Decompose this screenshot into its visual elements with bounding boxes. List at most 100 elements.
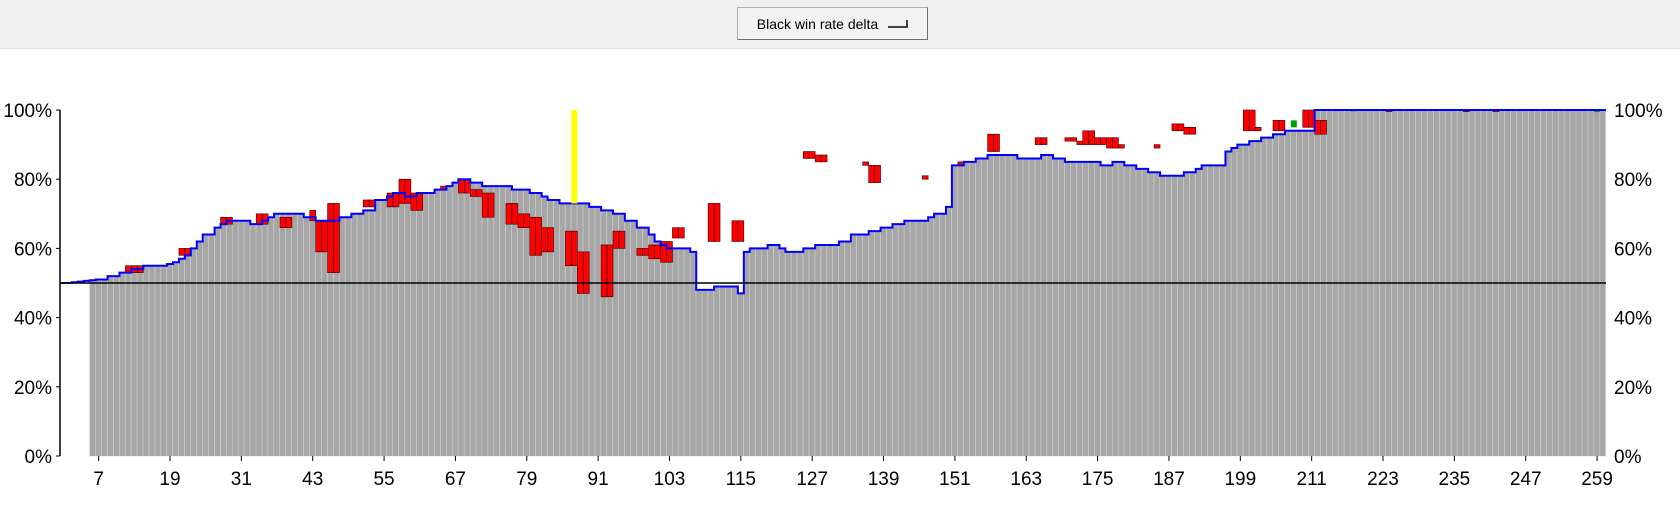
bar-move-170	[1064, 161, 1071, 457]
loss-delta-127	[808, 151, 816, 159]
bar-move-57	[392, 192, 399, 457]
loss-delta-111	[713, 203, 721, 242]
bar-move-210	[1302, 130, 1309, 457]
bar-move-168	[1052, 158, 1059, 457]
loss-delta-166	[1040, 137, 1048, 145]
x-tick-91: 91	[588, 469, 609, 490]
bar-move-197	[1225, 151, 1232, 457]
bar-move-199	[1237, 144, 1243, 457]
bar-move-70	[470, 182, 476, 457]
bar-move-51	[357, 213, 363, 457]
bar-move-131	[832, 244, 839, 457]
loss-delta-81	[535, 216, 542, 256]
loss-delta-178	[1112, 137, 1119, 149]
bar-move-24	[196, 241, 203, 457]
bar-move-204	[1266, 137, 1273, 457]
bar-move-48	[339, 217, 346, 457]
bar-move-44	[315, 220, 322, 457]
bar-move-186	[1159, 175, 1166, 457]
loss-delta-179	[1118, 144, 1125, 149]
bar-move-120	[767, 244, 774, 457]
y-tick-left-1: 20%	[14, 378, 52, 399]
loss-delta-176	[1100, 137, 1107, 145]
loss-delta-137	[868, 165, 875, 183]
bar-move-7	[95, 279, 102, 457]
bar-move-153	[963, 161, 970, 457]
bar-move-113	[725, 286, 732, 457]
loss-delta-58	[398, 178, 406, 204]
bar-move-194	[1207, 165, 1214, 457]
bar-move-141	[892, 224, 899, 457]
bar-move-142	[898, 224, 905, 457]
bar-move-159	[999, 154, 1006, 457]
bar-move-151	[951, 165, 958, 457]
x-tick-7: 7	[93, 469, 104, 490]
bar-move-146	[922, 220, 928, 457]
bar-move-53	[369, 210, 375, 457]
bar-move-96	[624, 220, 631, 457]
y-tick-right-1: 20%	[1614, 378, 1652, 399]
bar-move-43	[309, 217, 316, 457]
current-move-marker[interactable]	[571, 110, 578, 204]
bar-move-185	[1153, 172, 1160, 457]
bar-move-103	[666, 248, 673, 457]
x-tick-151: 151	[939, 469, 971, 490]
bar-move-88	[577, 203, 583, 457]
bar-move-54	[374, 199, 381, 457]
bar-move-38	[279, 213, 286, 457]
loss-delta-136	[862, 161, 869, 166]
loss-delta-98	[636, 248, 644, 256]
bar-move-121	[773, 244, 780, 457]
bar-move-129	[820, 244, 827, 457]
loss-delta-210	[1302, 109, 1309, 128]
bar-move-147	[927, 217, 934, 457]
bar-move-29	[226, 220, 233, 457]
loss-delta-52	[362, 199, 370, 208]
loss-delta-77	[511, 203, 519, 225]
x-tick-247: 247	[1510, 469, 1542, 490]
bar-move-200	[1243, 144, 1249, 457]
win-rate-line	[60, 109, 1606, 295]
loss-delta-175	[1094, 137, 1101, 145]
bar-move-189	[1177, 175, 1184, 457]
win-rate-chart[interactable]: 0% 20% 40% 60% 80% 100% 0% 20% 40% 60% 80% 100% 7 1…	[0, 48, 1680, 519]
loss-delta-172	[1076, 140, 1084, 145]
bar-move-138	[874, 230, 881, 457]
bar-move-181	[1130, 165, 1136, 457]
bar-move-35	[262, 220, 268, 457]
bar-move-26	[208, 234, 215, 457]
loss-delta-138	[874, 165, 881, 183]
bar-move-177	[1106, 165, 1113, 457]
x-tick-67: 67	[445, 469, 466, 490]
bar-move-178	[1112, 161, 1119, 457]
bar-move-152	[957, 165, 964, 457]
loss-delta-73	[487, 192, 495, 218]
bar-move-63	[428, 192, 435, 457]
loss-delta-100	[648, 244, 655, 260]
loss-delta-89	[582, 251, 590, 294]
bar-move-65	[440, 189, 447, 457]
bar-move-110	[707, 289, 714, 457]
loss-delta-205	[1272, 120, 1280, 132]
loss-delta-101	[654, 244, 661, 260]
loss-delta-165	[1034, 137, 1042, 145]
bar-move-14	[137, 269, 143, 457]
bar-move-134	[850, 234, 857, 457]
loss-delta-71	[475, 189, 483, 197]
graph-mode-dropdown[interactable]: Black win rate delta	[737, 7, 928, 40]
bar-move-106	[684, 248, 690, 457]
loss-delta-93	[606, 244, 614, 298]
bar-move-115	[737, 293, 744, 457]
bar-move-32	[244, 220, 250, 457]
bar-move-31	[238, 220, 244, 457]
x-tick-223: 223	[1367, 469, 1399, 490]
bar-move-8	[101, 279, 108, 457]
bar-move-40	[291, 213, 298, 457]
bar-move-25	[202, 234, 209, 457]
bar-move-148	[933, 213, 940, 457]
bar-move-158	[993, 154, 1000, 457]
bar-move-28	[220, 224, 227, 457]
bar-move-202	[1255, 140, 1261, 457]
y-tick-right-5: 100%	[1614, 101, 1663, 122]
bar-move-20	[172, 262, 179, 457]
